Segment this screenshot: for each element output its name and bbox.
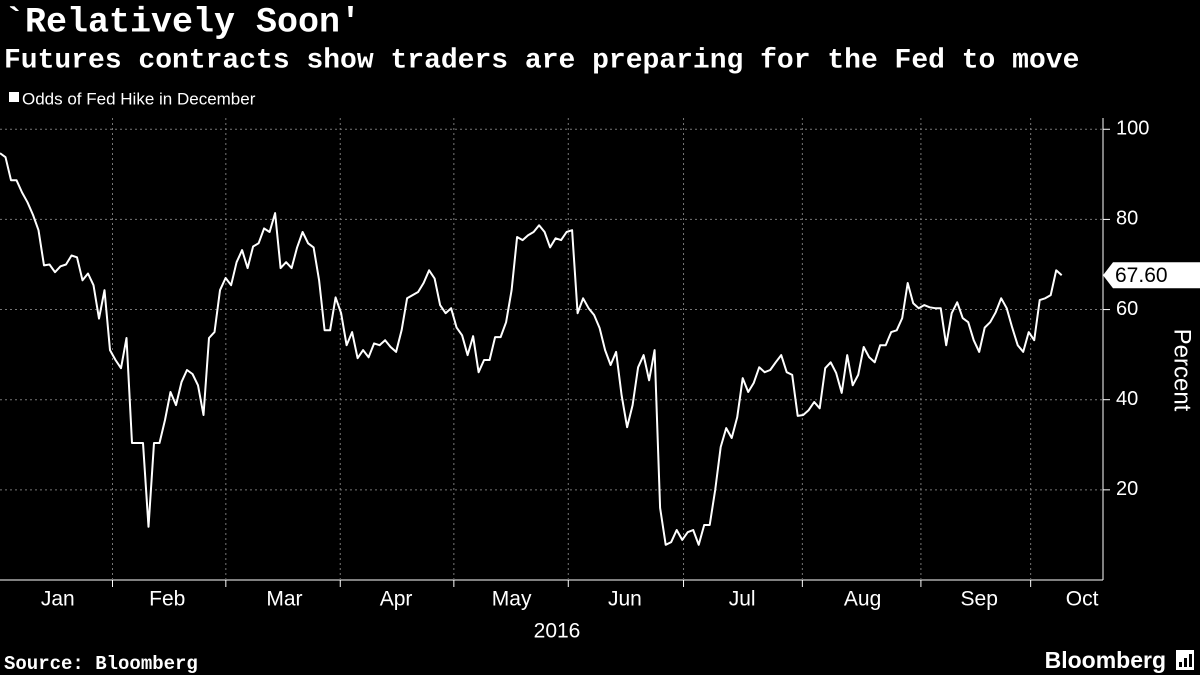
brand-icon: [1176, 650, 1194, 670]
legend-swatch: [9, 92, 19, 102]
x-tick-label: Oct: [1066, 588, 1099, 611]
source: Source: Bloomberg: [4, 653, 198, 675]
y-tick-label: 100: [1116, 118, 1149, 140]
series-line: [0, 152, 1063, 546]
end-label-text: 67.60: [1115, 264, 1168, 287]
brand: Bloomberg: [1045, 647, 1166, 673]
y-tick-label: 60: [1116, 298, 1138, 320]
y-axis-label: Percent: [1169, 329, 1196, 412]
legend-label: Odds of Fed Hike in December: [22, 89, 256, 108]
y-tick-label: 20: [1116, 478, 1138, 500]
x-tick-label: Jun: [608, 588, 642, 611]
x-tick-label: Sep: [961, 588, 998, 611]
x-tick-label: Aug: [844, 588, 881, 611]
chart-title: `Relatively Soon': [4, 2, 361, 42]
y-tick-label: 80: [1116, 208, 1138, 230]
chart-subtitle: Futures contracts show traders are prepa…: [4, 45, 1079, 76]
x-tick-label: Apr: [380, 588, 413, 611]
end-label-box: [1103, 262, 1200, 289]
x-tick-label: Mar: [266, 588, 302, 611]
x-axis-label: 2016: [534, 620, 581, 643]
y-tick-label: 40: [1116, 388, 1138, 410]
x-tick-label: Feb: [149, 588, 185, 611]
x-tick-label: Jul: [729, 588, 756, 611]
x-tick-label: May: [492, 588, 532, 611]
end-label: 67.60: [1103, 262, 1200, 289]
x-tick-label: Jan: [41, 588, 75, 611]
